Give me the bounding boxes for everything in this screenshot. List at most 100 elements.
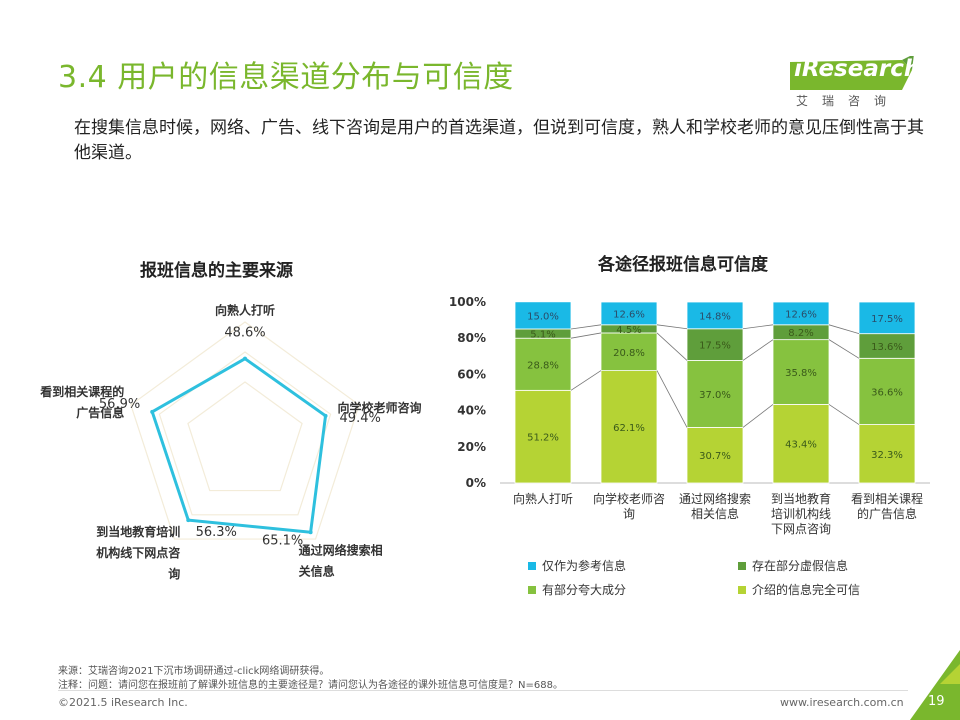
x-category-label: 向熟人打听 [513,491,573,506]
radar-category-label: 向熟人打听 [215,303,275,318]
legend-partly-false-label: 存在部分虚假信息 [752,559,849,573]
logo-name: iResearch [794,56,921,82]
radar-grid-ring [158,351,332,516]
radar-value-label: 56.3% [196,525,237,540]
radar-category-label: 机构线下网点咨 [96,545,180,560]
legend-partly-false: 存在部分虚假信息 [738,557,848,574]
series-connector-line [742,324,774,330]
page-number: 19 [928,694,945,709]
page-title: 3.4 用户的信息渠道分布与可信度 [58,60,514,95]
intro-text: 在搜集信息时候，网络、广告、线下咨询是用户的首选渠道，但说到可信度，熟人和学校老… [74,118,924,163]
iresearch-logo: iResearch 艾瑞咨询 [790,54,921,116]
bar-value-label: 51.2% [527,433,559,444]
series-connector-line [570,332,602,339]
series-connector-line [656,370,688,428]
series-connector-line [656,324,688,330]
legend-ref-only-label: 仅作为参考信息 [542,559,627,573]
radar-grid-ring [187,381,303,492]
radar-chart-title: 报班信息的主要来源 [140,261,293,281]
bar-segment [858,301,916,335]
radar-point [308,530,313,535]
legend-fully-trusted: 介绍的信息完全可信 [738,581,860,598]
bar-segment [600,370,658,484]
bar-value-label: 14.8% [699,311,731,322]
bar-value-label: 5.1% [530,330,555,341]
legend-partly-false-swatch [738,562,746,570]
bar-segment [514,301,572,330]
radar-value-label: 49.4% [340,411,381,426]
bar-segment [772,301,830,326]
legend-fully-trusted-swatch [738,586,746,594]
radar-category-label: 询 [168,566,180,580]
source-note: 来源：艾瑞咨询2021下沉市场调研通过-click网络调研获得。 [58,666,330,677]
y-tick-label: 80% [457,331,486,345]
y-tick-label: 40% [457,404,486,418]
bar-segment [514,337,572,391]
bar-segment [600,301,658,326]
copyright: ©2021.5 iResearch Inc. [58,696,188,709]
x-category-label: 向学校老师咨 [593,491,665,506]
series-connector-line [742,404,774,428]
series-connector-line [570,370,602,391]
stacked-bar-chart: 0% 20% 40% 60% 80% 100% 51.2% 28.8% 5.1% 15.0% 向熟人… [449,295,930,536]
radar-category-label: 到当地教育培训 [96,524,180,539]
logo-subtitle: 艾瑞咨询 [796,94,901,108]
legend-ref-only: 仅作为参考信息 [528,557,626,574]
bar-value-label: 12.6% [613,309,645,320]
x-category-label: 询 [623,507,635,521]
x-category-label: 通过网络搜索 [679,491,751,506]
y-tick-label: 100% [449,295,486,309]
bar-segment [686,328,744,361]
x-category-label: 培训机构线 [771,506,831,521]
bar-segment [858,333,916,359]
bar-value-label: 30.7% [699,451,731,462]
bar-segment [686,360,744,428]
radar-point [186,518,191,523]
bar-segment [858,357,916,425]
series-connector-line [656,332,688,361]
radar-point [243,356,247,361]
legend-fully-trusted-label: 介绍的信息完全可信 [752,583,861,597]
bar-value-label: 12.6% [785,309,817,320]
bar-value-label: 20.8% [613,348,645,359]
survey-note: 注释：问题：请问您在报班前了解课外班信息的主要途径是？请问您认为各途径的课外班信… [58,680,563,691]
bar-value-label: 13.6% [871,342,903,353]
series-connector-line [742,339,774,361]
series-connector-line [828,339,860,359]
bar-segment [772,404,830,484]
radar-value-label: 48.6% [224,326,265,341]
bar-segment [514,389,572,484]
radar-value-label: 65.1% [262,533,303,548]
bar-segment [772,339,830,405]
legend-exaggerated-swatch [528,586,536,594]
bar-value-label: 17.5% [699,341,731,352]
logo-badge-icon [790,54,914,90]
bar-chart-title: 各途径报班信息可信度 [598,255,768,275]
radar-point [323,413,328,418]
x-category-label: 下网点咨询 [771,521,831,536]
radar-category-label: 关信息 [299,563,335,578]
website-url: www.iresearch.com.cn [780,696,904,709]
radar-category-label: 看到相关课程的 [40,384,124,399]
bar-value-label: 15.0% [527,311,559,322]
bar-value-label: 35.8% [785,368,817,379]
radar-grid-ring [130,321,360,540]
radar-category-label: 向学校老师咨询 [338,400,422,415]
legend-ref-only-swatch [528,562,536,570]
bar-segment [600,332,658,371]
radar-category-label: 通过网络搜索相 [299,542,383,557]
x-category-label: 看到相关课程 [851,491,923,506]
bar-value-label: 4.5% [616,325,641,336]
bar-value-label: 43.4% [785,440,817,451]
radar-point [150,409,155,414]
series-connector-line [828,404,860,425]
bar-value-label: 36.6% [871,387,903,398]
x-category-label: 到当地教育 [771,491,831,506]
y-tick-label: 20% [457,440,486,454]
series-connector-line [828,324,860,335]
bar-segment [686,301,744,330]
bar-value-label: 62.1% [613,423,645,434]
legend-exaggerated: 有部分夸大成分 [528,581,626,598]
y-tick-label: 0% [466,476,486,490]
